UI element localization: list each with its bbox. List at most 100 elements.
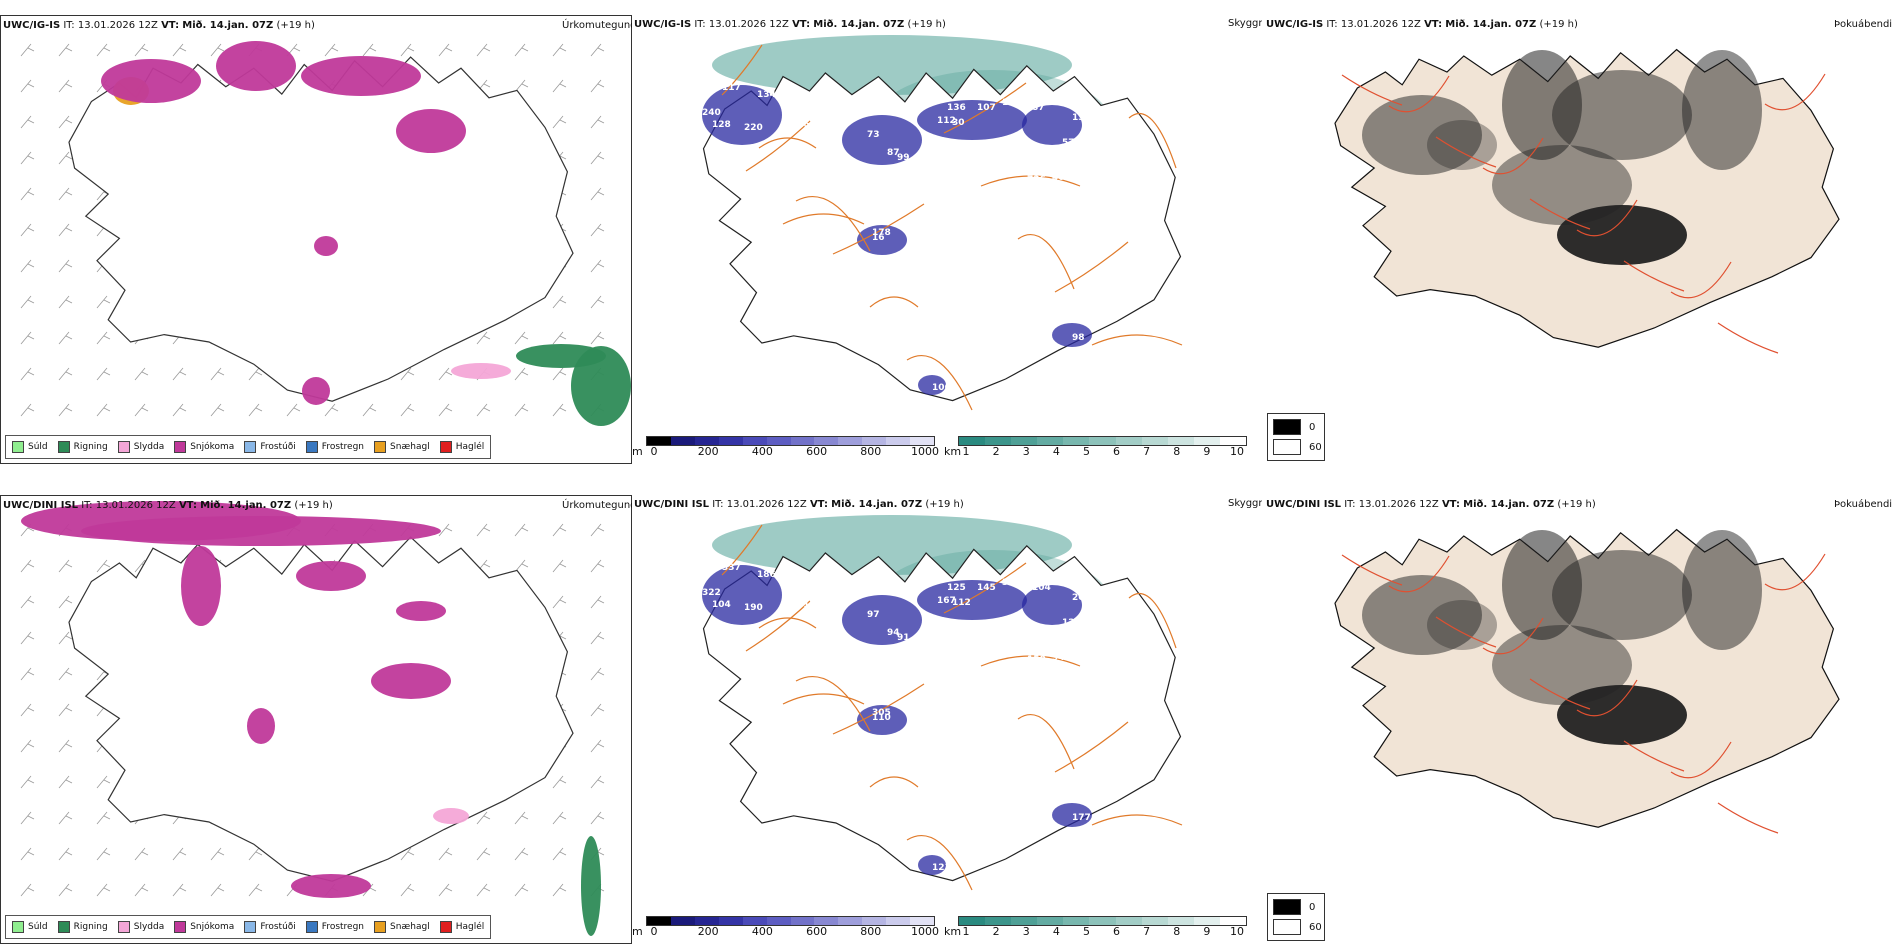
wind-barb (476, 811, 491, 825)
road-line (1435, 616, 1497, 648)
wind-barb (514, 883, 529, 897)
colorbar-unit: km (944, 925, 962, 938)
colorbar-segment (838, 437, 863, 445)
wind-barb (590, 151, 605, 165)
visibility-value-label: 178 (872, 228, 891, 238)
wind-barb (590, 667, 605, 681)
precip-area (571, 346, 631, 426)
wind-barb (590, 811, 605, 825)
visibility-value-label: 105 (777, 663, 796, 673)
wind-barb (514, 43, 529, 57)
wind-barb (96, 883, 111, 897)
colorbar-tick-elevation: 200 (697, 445, 719, 458)
wind-barb (20, 43, 35, 57)
fog-legend-value: 0 (1309, 421, 1316, 433)
legend-label: Slydda (133, 922, 165, 932)
field-name-label: Úrkomutegund (562, 500, 637, 511)
wind-barb (552, 43, 567, 57)
precip-type-map-top: UWC/IG-IS IT: 13.01.2026 12Z VT: Mið. 14… (0, 15, 637, 464)
visibility-value-label: 167 (937, 596, 956, 606)
colorbar-tick-elevation: 400 (751, 445, 773, 458)
wind-barb (20, 115, 35, 129)
wind-barb (96, 847, 111, 861)
colorbar-segment (1063, 437, 1090, 445)
road-line (1670, 261, 1732, 299)
wind-barb (58, 367, 73, 381)
wind-barb (96, 295, 111, 309)
colorbar-tick-elevation: 1000 (911, 925, 939, 938)
road-line (721, 524, 763, 576)
precip-area (301, 56, 421, 96)
legend-swatch (117, 441, 130, 453)
wind-barb (286, 403, 301, 417)
road-line (1764, 553, 1826, 591)
wind-barb (134, 367, 149, 381)
fog-index-map-bottom: UWC/DINI ISL IT: 13.01.2026 12Z VT: Mið.… (1262, 495, 1900, 944)
visibility-colorbar: km 1 2 3 4 5 6 7 8 9 10 (944, 436, 1249, 462)
wind-barb (58, 151, 73, 165)
wind-barb (552, 847, 567, 861)
colorbar-tick-visibility: 10 (1230, 445, 1244, 458)
colorbar-segment (1219, 437, 1247, 445)
colorbar-tick-visibility: 9 (1203, 445, 1211, 458)
wind-barb (172, 43, 187, 57)
wind-barb (552, 883, 567, 897)
road-line (1576, 199, 1638, 237)
legend-label: Frostúði (260, 922, 296, 932)
colorbar-segment (910, 437, 935, 445)
visibility-value-label: 125 (947, 583, 966, 593)
colorbar-tick-visibility: 1 (962, 445, 970, 458)
wind-barb (590, 187, 605, 201)
visibility-value-label: 405 (1052, 173, 1071, 183)
map-header: UWC/IG-IS IT: 13.01.2026 12Z VT: Mið. 14… (3, 20, 315, 31)
map-header: UWC/IG-IS IT: 13.01.2026 12Z VT: Mið. 14… (634, 19, 946, 30)
legend-label: Súld (28, 442, 48, 452)
fog-legend-swatch (1273, 899, 1301, 915)
colorbar-tick-elevation: 800 (860, 925, 882, 938)
map-header: UWC/DINI ISL IT: 13.01.2026 12Z VT: Mið.… (1266, 499, 1596, 510)
visibility-value-label: 340 (1094, 136, 1113, 146)
road-line (1341, 554, 1403, 586)
road-line (906, 835, 973, 891)
wind-barb (210, 403, 225, 417)
wind-barb (590, 259, 605, 273)
wind-barb (20, 559, 35, 573)
colorbar-segment (910, 917, 935, 925)
road-line (745, 600, 811, 652)
fog-legend-swatch (1273, 419, 1301, 435)
legend-item: Snæhagl (374, 921, 430, 933)
colorbar-tick-elevation: 0 (650, 445, 658, 458)
wind-barb (134, 403, 149, 417)
iceland-coastline (68, 56, 574, 402)
wind-barb (58, 295, 73, 309)
wind-barb (514, 811, 529, 825)
low-visibility-area (1052, 323, 1092, 347)
wind-barb (552, 595, 567, 609)
legend-swatch (174, 921, 187, 933)
map-header: UWC/DINI ISL IT: 13.01.2026 12Z VT: Mið.… (3, 500, 333, 511)
colorbar-segment (647, 437, 671, 445)
visibility-value-label: 91 (897, 633, 910, 643)
fog-legend: 0 60 (1267, 893, 1325, 941)
wind-barb (514, 523, 529, 537)
road-line (1017, 714, 1075, 770)
wind-barb (20, 331, 35, 345)
wind-barb (96, 775, 111, 789)
legend-swatch (174, 441, 187, 453)
precip-map-canvas (20, 41, 631, 426)
legend-item: Haglél (439, 441, 485, 453)
legend-label: Haglél (455, 442, 485, 452)
colorbar-tick-visibility: 5 (1082, 925, 1090, 938)
wind-barb (20, 847, 35, 861)
legend-label: Snæhagl (390, 922, 430, 932)
road-line (1091, 334, 1183, 346)
visibility-value-label: 16 (872, 233, 885, 243)
road-line (1341, 74, 1403, 106)
wind-barb (20, 223, 35, 237)
visibility-value-label: 110 (872, 713, 891, 723)
wind-barb (400, 43, 415, 57)
legend-item: Slydda (117, 921, 165, 933)
road-line (782, 213, 865, 225)
fog-legend-item: 60 (1273, 919, 1322, 935)
road-line (721, 44, 763, 96)
